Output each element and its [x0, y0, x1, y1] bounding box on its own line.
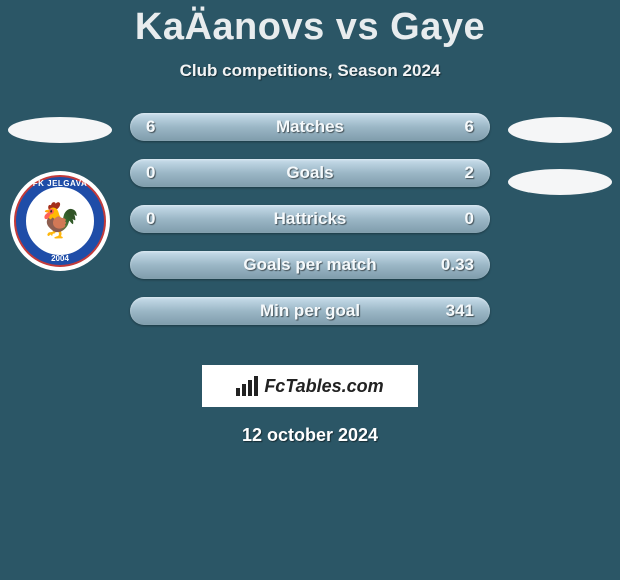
bar-chart-icon: [236, 376, 258, 396]
left-player-col: FK JELGAVA 🐓 2004: [0, 113, 120, 271]
stat-label: Matches: [130, 117, 490, 137]
stat-right-value: 341: [446, 301, 474, 321]
badge-text-top: FK JELGAVA: [10, 179, 110, 188]
rooster-icon: 🐓: [39, 204, 81, 238]
club-badge-left: FK JELGAVA 🐓 2004: [10, 171, 110, 271]
stat-right-value: 0.33: [441, 255, 474, 275]
stat-left-value: 0: [146, 209, 155, 229]
stat-bars: 6 Matches 6 0 Goals 2 0 Hattricks 0 Goal…: [130, 113, 490, 325]
stat-label: Goals per match: [130, 255, 490, 275]
page-title: KaÄanovs vs Gaye: [0, 0, 620, 49]
stat-right-value: 6: [465, 117, 474, 137]
stat-left-value: 0: [146, 163, 155, 183]
stat-right-value: 0: [465, 209, 474, 229]
stat-bar: Goals per match 0.33: [130, 251, 490, 279]
stat-right-value: 2: [465, 163, 474, 183]
stat-bar: 6 Matches 6: [130, 113, 490, 141]
stat-left-value: 6: [146, 117, 155, 137]
stat-label: Hattricks: [130, 209, 490, 229]
page-subtitle: Club competitions, Season 2024: [0, 61, 620, 81]
stat-label: Min per goal: [130, 301, 490, 321]
stat-bar: 0 Goals 2: [130, 159, 490, 187]
badge-text-year: 2004: [10, 254, 110, 263]
stat-bar: Min per goal 341: [130, 297, 490, 325]
right-player-col: [500, 113, 620, 217]
comparison-date: 12 october 2024: [0, 425, 620, 446]
placeholder-ellipse-icon: [8, 117, 112, 143]
placeholder-ellipse-icon: [508, 117, 612, 143]
stat-label: Goals: [130, 163, 490, 183]
stat-bar: 0 Hattricks 0: [130, 205, 490, 233]
comparison-area: FK JELGAVA 🐓 2004 6 Matches 6 0 Goals 2 …: [0, 113, 620, 343]
placeholder-ellipse-icon: [508, 169, 612, 195]
brand-text: FcTables.com: [264, 376, 383, 397]
fctables-link[interactable]: FcTables.com: [202, 365, 418, 407]
